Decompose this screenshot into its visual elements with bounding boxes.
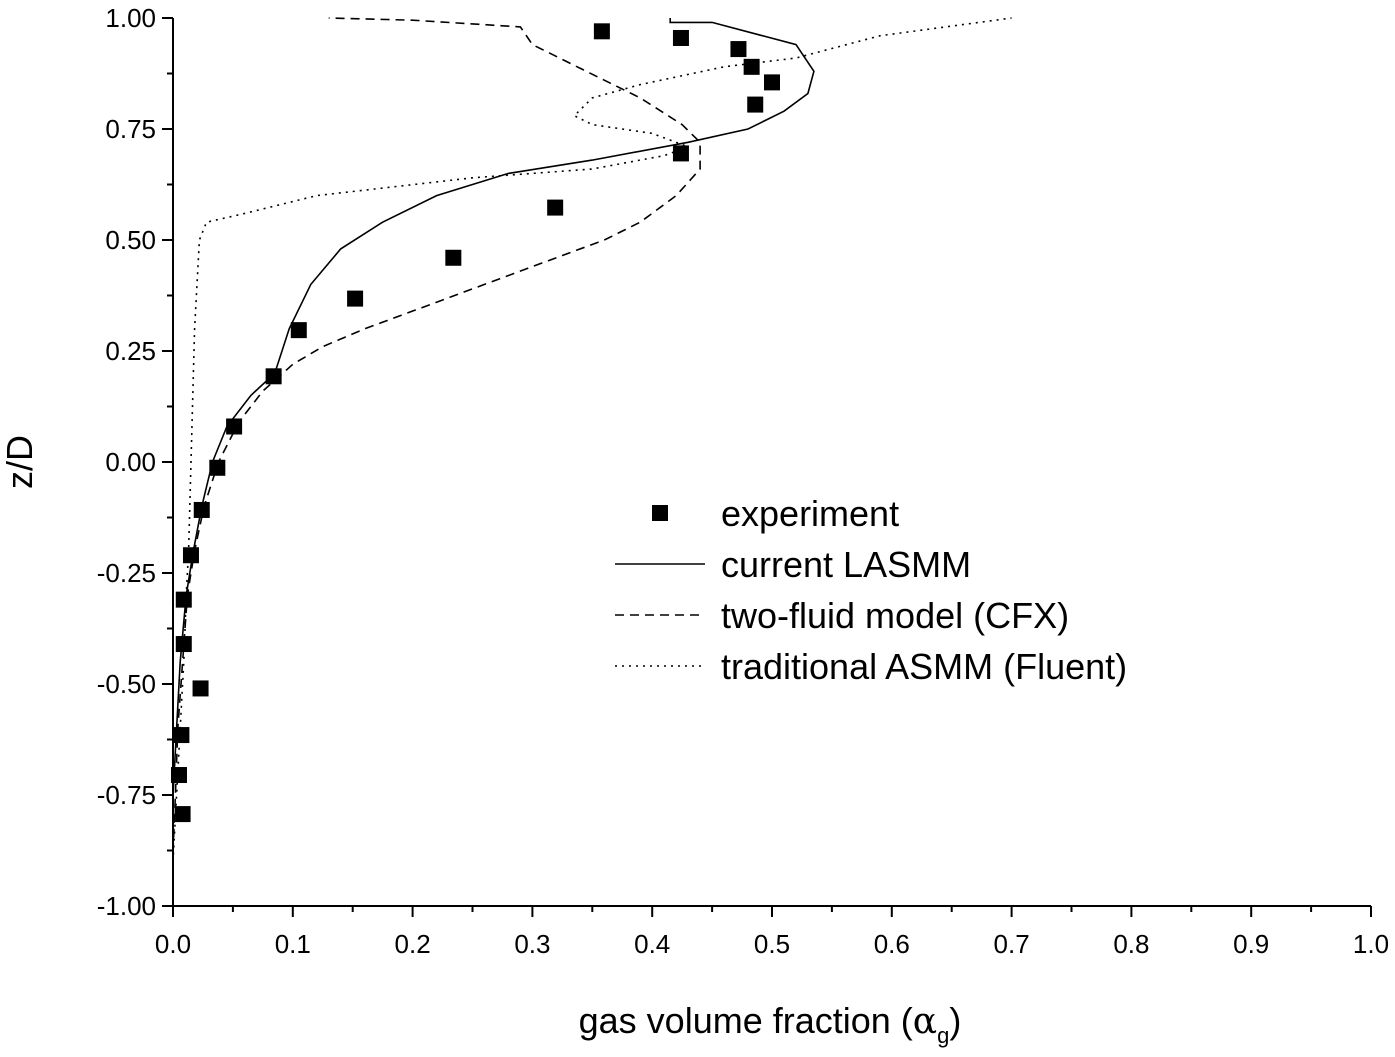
y-tick-label: -0.25 [97, 558, 156, 588]
legend-label: traditional ASMM (Fluent) [721, 646, 1127, 687]
y-tick-label: 0.25 [105, 336, 156, 366]
x-tick-label: 0.9 [1233, 929, 1269, 959]
experiment-point [175, 636, 192, 653]
experiment-point [672, 145, 689, 162]
y-axis-title: z/D [0, 435, 40, 489]
plot-frame [172, 18, 1371, 907]
x-tick-label: 0.7 [994, 929, 1030, 959]
experiment-point [445, 249, 462, 266]
series-line-dotted [172, 17, 1012, 862]
series-line-solid [172, 18, 815, 862]
y-tick-label: 0.50 [105, 225, 156, 255]
experiment-point [226, 418, 243, 435]
experiment-point [593, 23, 610, 40]
x-tick-label: 0.6 [874, 929, 910, 959]
experiment-point [764, 74, 780, 91]
y-tick-label: 0.75 [105, 114, 156, 144]
experiment-point [672, 29, 689, 46]
legend-label: experiment [721, 493, 899, 534]
experiment-point [347, 290, 364, 307]
legend: experiment current LASMM two-fluid model (… [615, 493, 1127, 687]
x-tick-label: 1.0 [1353, 929, 1389, 959]
legend-marker-experiment [652, 505, 668, 521]
series-markers [170, 23, 780, 823]
y-tick-label: -1.00 [97, 891, 156, 921]
experiment-point [193, 501, 210, 518]
series-lines [172, 17, 1012, 862]
experiment-point [175, 591, 192, 608]
x-tick-label: 0.4 [634, 929, 670, 959]
y-tick-label: 1.00 [105, 3, 156, 33]
x-tick-label: 0.1 [275, 929, 311, 959]
experiment-point [747, 96, 764, 113]
experiment-point [290, 322, 307, 339]
experiment-point [743, 58, 760, 75]
x-axis: 0.0 0.1 0.2 0.3 0.4 0.5 0.6 0.7 0.8 0.9 1.0 [155, 906, 1389, 959]
x-tick-label: 0.8 [1113, 929, 1149, 959]
experiment-point [173, 727, 190, 744]
legend-label: current LASMM [721, 544, 971, 585]
legend-label: two-fluid model (CFX) [721, 595, 1069, 636]
y-axis: -1.00 -0.75 -0.50 -0.25 0.00 0.25 0.50 0.75 1.00 [97, 3, 173, 921]
experiment-point [730, 41, 747, 58]
experiment-point [192, 680, 209, 697]
x-tick-label: 0.5 [754, 929, 790, 959]
experiment-point [265, 368, 282, 385]
experiment-point [174, 806, 191, 823]
experiment-point [209, 459, 226, 476]
y-tick-label: -0.75 [97, 780, 156, 810]
x-tick-label: 0.2 [395, 929, 431, 959]
series-line-dashed [172, 17, 701, 853]
x-axis-title: gas volume fraction (αg) [579, 1000, 962, 1048]
y-tick-label: 0.00 [105, 447, 156, 477]
x-tick-label: 0.0 [155, 929, 191, 959]
y-tick-label: -0.50 [97, 669, 156, 699]
experiment-point [182, 547, 199, 564]
experiment-point [170, 767, 187, 784]
x-tick-label: 0.3 [514, 929, 550, 959]
experiment-point [547, 199, 564, 216]
